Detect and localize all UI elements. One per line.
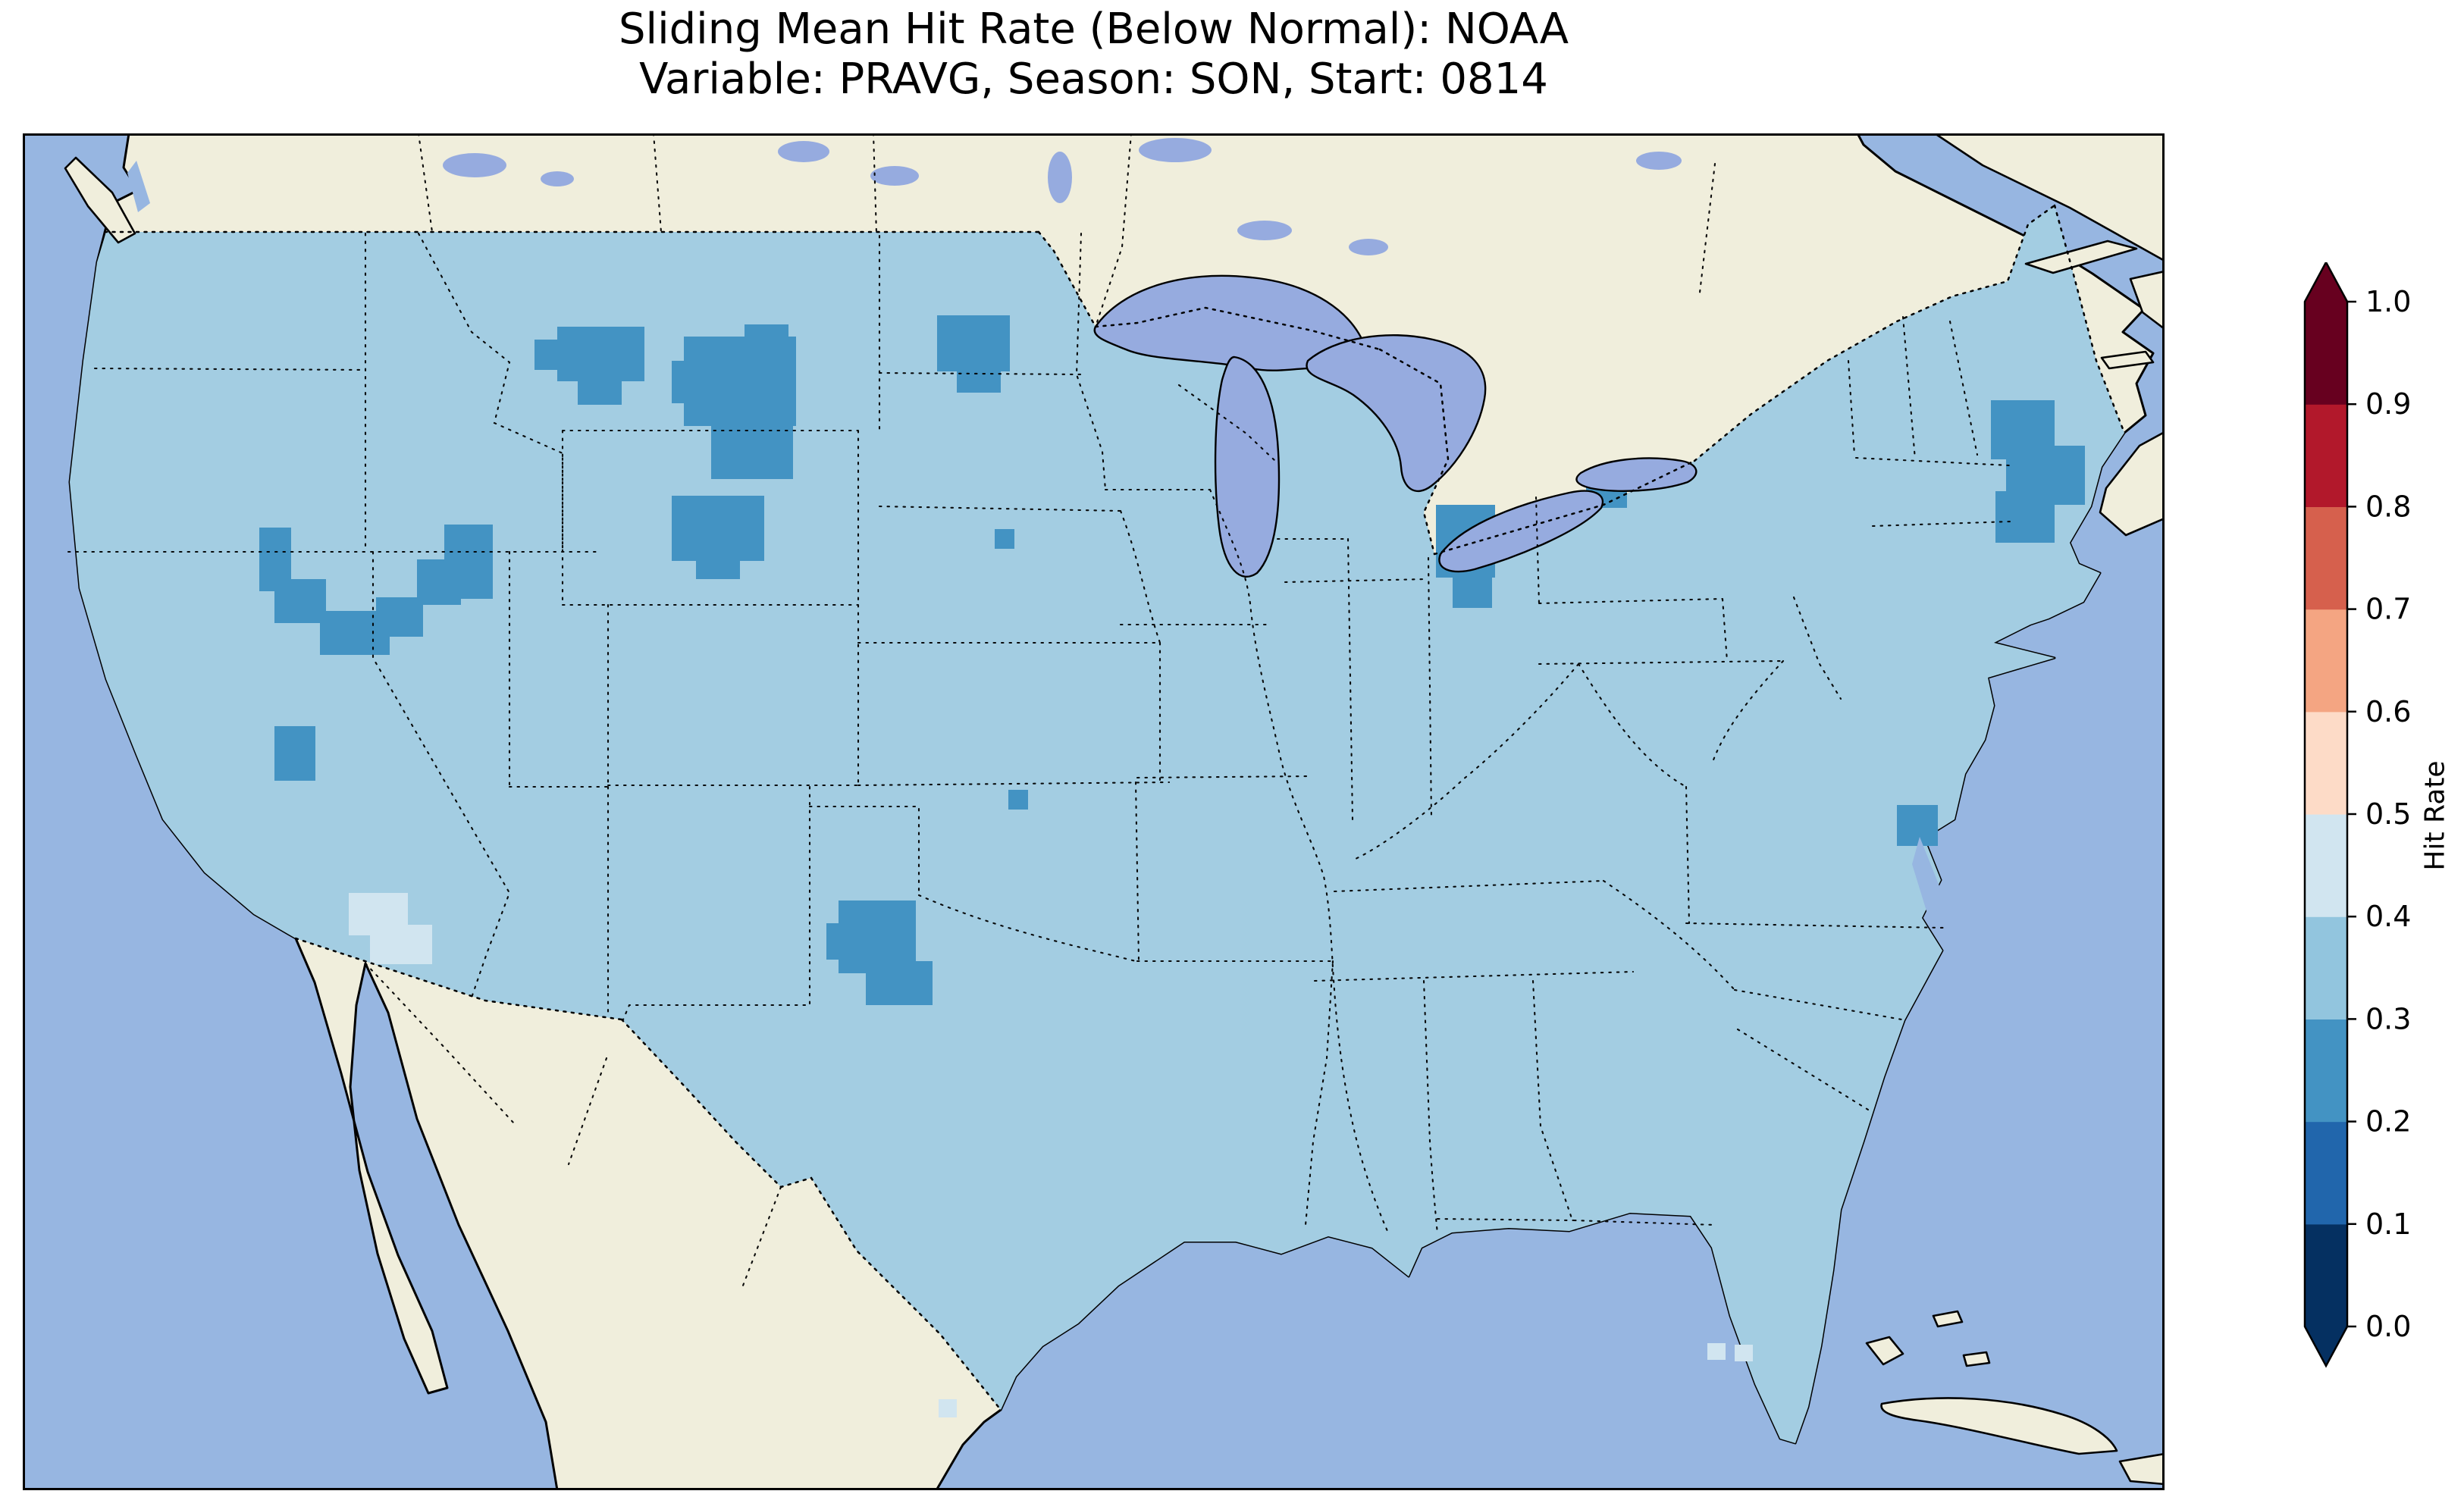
colorbar-tick-label: 0.5 bbox=[2365, 797, 2411, 831]
colorbar-tick-label: 0.4 bbox=[2365, 900, 2411, 933]
colorbar-tick-label: 0.8 bbox=[2365, 490, 2411, 523]
axes-frame bbox=[23, 133, 2165, 1490]
low-hit-rate-patches bbox=[259, 315, 2085, 1005]
st-lawrence-north-shore bbox=[1933, 133, 2165, 262]
colorbar-tick-label: 1.0 bbox=[2365, 285, 2411, 318]
vancouver-island bbox=[64, 156, 136, 244]
colorbar-band bbox=[2305, 711, 2347, 815]
international-borders bbox=[103, 204, 2126, 1411]
colorbar-band bbox=[2305, 916, 2347, 1019]
lake-huron bbox=[1306, 334, 1487, 493]
colorbar-tick-label: 0.3 bbox=[2365, 1002, 2411, 1035]
puget-sound bbox=[127, 161, 150, 212]
colorbar-band bbox=[2305, 302, 2347, 405]
colorbar-band bbox=[2305, 404, 2347, 507]
colorbar-extend-under-arrow bbox=[2305, 1326, 2347, 1366]
mid-hit-rate-patches bbox=[349, 893, 1753, 1417]
colorbar-tick-label: 0.0 bbox=[2365, 1310, 2411, 1343]
islands bbox=[64, 133, 2165, 1486]
anticosti-island bbox=[2024, 240, 2138, 274]
cuba bbox=[1880, 1397, 2118, 1455]
figure-title: Sliding Mean Hit Rate (Below Normal): NO… bbox=[23, 5, 2165, 105]
nova-scotia bbox=[2099, 431, 2165, 537]
great-lakes bbox=[1093, 274, 1698, 578]
bahamas-cay-2 bbox=[1962, 1351, 1991, 1367]
colorbar: 0.0 0.1 0.2 0.3 0.4 0.5 0.6 0.7 0.8 0.9 1.0 bbox=[2297, 260, 2464, 1408]
colorbar-band bbox=[2305, 1223, 2347, 1327]
chesapeake-bay bbox=[1912, 837, 1944, 923]
canadian-lakes bbox=[443, 138, 1682, 255]
colorbar-axis-label: Hit Rate bbox=[2419, 760, 2451, 871]
colorbar-band bbox=[2305, 1019, 2347, 1123]
map-axes bbox=[23, 133, 2165, 1490]
bahamas-cay-1 bbox=[1932, 1310, 1964, 1328]
colorbar-tick-label: 0.9 bbox=[2365, 387, 2411, 421]
title-line-1: Sliding Mean Hit Rate (Below Normal): NO… bbox=[618, 5, 1569, 54]
colorbar-band bbox=[2305, 506, 2347, 610]
lake-ontario bbox=[1575, 457, 1698, 492]
colorbar-extend-over-arrow bbox=[2305, 262, 2347, 302]
newfoundland-corner bbox=[2129, 270, 2165, 330]
us-hit-rate-base-fill bbox=[70, 205, 2124, 1443]
hispaniola-corner bbox=[2118, 1452, 2165, 1486]
prince-edward-island bbox=[2100, 350, 2155, 370]
colorbar-tick-label: 0.7 bbox=[2365, 593, 2411, 626]
conus-hit-rate-map bbox=[23, 133, 2165, 1490]
lake-michigan bbox=[1214, 355, 1281, 578]
title-line-2: Variable: PRAVG, Season: SON, Start: 081… bbox=[639, 55, 1548, 104]
colorbar-svg: 0.0 0.1 0.2 0.3 0.4 0.5 0.6 0.7 0.8 0.9 1.0 bbox=[2303, 260, 2411, 1368]
colorbar-band bbox=[2305, 609, 2347, 713]
colorbar-band bbox=[2305, 1121, 2347, 1225]
colorbar-tick-label: 0.6 bbox=[2365, 695, 2411, 728]
andros-bahamas bbox=[1865, 1336, 1904, 1366]
lake-erie bbox=[1438, 490, 1603, 573]
colorbar-band bbox=[2305, 814, 2347, 917]
colorbar-tick-label: 0.1 bbox=[2365, 1207, 2411, 1241]
colorbar-tick-label: 0.2 bbox=[2365, 1105, 2411, 1139]
state-boundaries bbox=[67, 133, 2012, 1287]
